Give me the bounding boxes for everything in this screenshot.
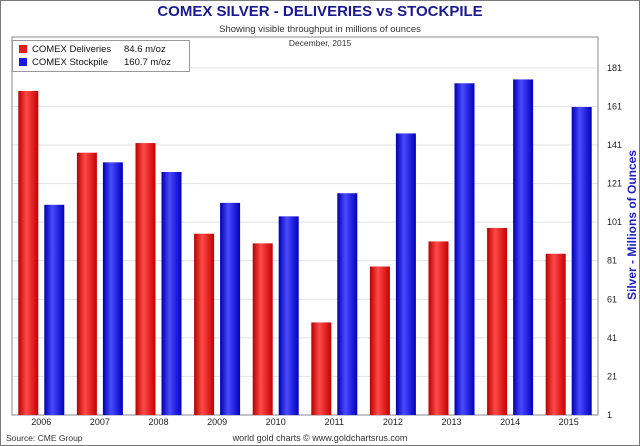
grid-lines	[12, 67, 598, 416]
bars-group	[18, 79, 592, 416]
credit-note: world gold charts © www.goldchartsrus.co…	[232, 433, 408, 443]
y-tick-label: 21	[607, 371, 617, 381]
legend: COMEX Deliveries 84.6 m/oz COMEX Stockpil…	[12, 40, 190, 72]
legend-value-stockpile: 160.7 m/oz	[124, 57, 171, 68]
legend-item-deliveries: COMEX Deliveries 84.6 m/oz	[19, 43, 166, 56]
legend-label-stockpile: COMEX Stockpile	[32, 57, 109, 68]
y-tick-label: 101	[607, 217, 622, 227]
bar-stockpile-2012	[395, 133, 416, 415]
x-tick-label: 2014	[500, 417, 520, 427]
legend-label-deliveries: COMEX Deliveries	[32, 44, 112, 55]
x-tick-label: 2013	[441, 417, 461, 427]
chart-title: COMEX SILVER - DELIVERIES vs STOCKPILE	[157, 3, 483, 20]
bar-stockpile-2011	[337, 193, 358, 415]
bar-deliveries-2006	[18, 91, 39, 415]
y-tick-label: 181	[607, 63, 622, 73]
bar-deliveries-2014	[487, 227, 508, 415]
bar-stockpile-2010	[278, 216, 299, 415]
bar-deliveries-2013	[428, 241, 449, 415]
bar-deliveries-2011	[311, 322, 332, 415]
x-tick-label: 2009	[207, 417, 227, 427]
bar-deliveries-2010	[252, 243, 273, 415]
x-tick-labels: 2006 2007 2008 2009 2010 2011 2012 2013 2014 2015	[31, 417, 578, 427]
chart-subtitle: Showing visible throughput in millions o…	[219, 24, 421, 35]
y-tick-label: 161	[607, 101, 622, 111]
plot-area	[11, 36, 599, 416]
bar-deliveries-2007	[76, 152, 97, 415]
bar-stockpile-2009	[220, 202, 241, 415]
bar-stockpile-2006	[44, 204, 65, 415]
x-tick-label: 2011	[325, 417, 344, 427]
legend-value-deliveries: 84.6 m/oz	[124, 44, 166, 55]
legend-swatch-stockpile	[19, 58, 27, 67]
y-axis-label: Silver - Millions of Ounces	[625, 149, 639, 301]
bar-stockpile-2013	[454, 83, 475, 416]
x-tick-label: 2007	[90, 417, 110, 427]
x-tick-label: 2006	[31, 417, 51, 427]
x-tick-label: 2010	[266, 417, 286, 427]
y-tick-label: 61	[607, 294, 617, 304]
bar-deliveries-2008	[135, 143, 156, 416]
y-tick-label: 81	[607, 256, 617, 266]
bar-deliveries-2009	[194, 233, 215, 415]
legend-swatch-deliveries	[19, 45, 27, 54]
bar-stockpile-2008	[161, 172, 182, 415]
x-tick-label: 2008	[148, 417, 168, 427]
bar-stockpile-2007	[102, 162, 123, 415]
y-tick-label: 1	[607, 410, 612, 420]
bar-stockpile-2015	[571, 107, 592, 415]
chart-date-note: December, 2015	[288, 38, 352, 48]
legend-item-stockpile: COMEX Stockpile 160.7 m/oz	[19, 56, 171, 69]
bar-deliveries-2012	[369, 266, 390, 415]
source-note: Source: CME Group	[6, 433, 83, 443]
x-tick-label: 2012	[383, 417, 403, 427]
x-tick-label: 2015	[559, 417, 579, 427]
bar-deliveries-2015	[545, 253, 566, 415]
y-tick-label: 121	[607, 179, 622, 189]
y-tick-label: 141	[607, 140, 622, 150]
bar-stockpile-2014	[513, 79, 534, 415]
y-tick-label: 41	[607, 333, 617, 343]
